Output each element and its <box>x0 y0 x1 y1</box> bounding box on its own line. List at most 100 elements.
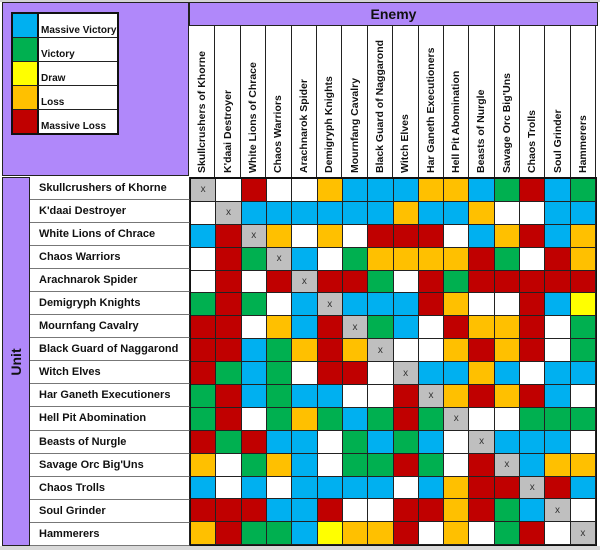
column-header[interactable]: Soul Grinder <box>545 26 571 177</box>
matchup-cell[interactable] <box>520 270 546 294</box>
matchup-cell[interactable] <box>444 385 470 408</box>
matchup-cell[interactable] <box>469 293 495 317</box>
matchup-cell[interactable] <box>545 247 571 271</box>
matchup-cell[interactable] <box>520 407 546 431</box>
matchup-cell[interactable] <box>393 293 419 317</box>
matchup-cell[interactable] <box>266 430 293 454</box>
matchup-cell[interactable] <box>368 179 394 202</box>
matchup-cell[interactable] <box>520 499 546 523</box>
matchup-cell[interactable] <box>368 499 394 523</box>
matchup-cell[interactable] <box>570 339 596 363</box>
matchup-cell[interactable] <box>342 339 369 363</box>
matchup-cell[interactable] <box>494 430 521 454</box>
matchup-cell[interactable] <box>317 499 343 523</box>
matchup-cell[interactable] <box>520 247 546 271</box>
matchup-cell[interactable] <box>570 201 596 225</box>
matchup-cell[interactable] <box>292 179 318 202</box>
matchup-cell[interactable] <box>444 522 470 546</box>
matchup-cell[interactable] <box>520 453 546 477</box>
matchup-cell[interactable] <box>241 522 267 546</box>
matchup-cell[interactable] <box>444 270 470 294</box>
matchup-cell[interactable] <box>266 293 293 317</box>
matchup-cell[interactable] <box>570 385 596 408</box>
matchup-cell[interactable] <box>266 499 293 523</box>
matchup-cell[interactable] <box>570 179 596 202</box>
row-header[interactable]: Hell Pit Abomination <box>30 407 190 431</box>
matchup-cell[interactable] <box>342 453 369 477</box>
matchup-cell[interactable] <box>317 316 343 340</box>
matchup-cell[interactable] <box>241 201 267 225</box>
matchup-cell[interactable] <box>570 453 596 477</box>
matchup-cell[interactable] <box>520 224 546 248</box>
matchup-cell[interactable] <box>393 476 419 500</box>
matchup-cell[interactable] <box>469 476 495 500</box>
matchup-cell[interactable] <box>520 316 546 340</box>
matchup-cell[interactable] <box>342 270 369 294</box>
column-header[interactable]: Chaos Trolls <box>520 26 546 177</box>
matchup-cell[interactable] <box>418 499 445 523</box>
matchup-cell[interactable] <box>191 270 217 294</box>
matchup-cell[interactable] <box>342 430 369 454</box>
row-header[interactable]: Witch Elves <box>30 361 190 385</box>
row-header[interactable]: Demigryph Knights <box>30 292 190 316</box>
matchup-cell[interactable] <box>241 293 267 317</box>
matchup-cell[interactable] <box>368 385 394 408</box>
matchup-cell[interactable] <box>444 339 470 363</box>
matchup-cell[interactable] <box>317 179 343 202</box>
matchup-cell[interactable] <box>545 476 571 500</box>
matchup-cell[interactable] <box>545 430 571 454</box>
matchup-cell[interactable] <box>469 201 495 225</box>
matchup-cell[interactable] <box>545 339 571 363</box>
matchup-cell[interactable] <box>570 247 596 271</box>
matchup-cell[interactable] <box>494 339 521 363</box>
matchup-cell[interactable] <box>494 522 521 546</box>
matchup-cell[interactable] <box>342 293 369 317</box>
matchup-cell[interactable] <box>368 247 394 271</box>
row-header[interactable]: Har Ganeth Executioners <box>30 384 190 408</box>
matchup-cell[interactable] <box>317 407 343 431</box>
matchup-cell[interactable] <box>317 247 343 271</box>
matchup-cell[interactable] <box>241 339 267 363</box>
matchup-cell[interactable] <box>520 430 546 454</box>
matchup-cell[interactable] <box>444 201 470 225</box>
matchup-cell[interactable] <box>191 385 217 408</box>
matchup-cell[interactable] <box>368 224 394 248</box>
matchup-cell[interactable] <box>570 270 596 294</box>
matchup-cell[interactable] <box>444 362 470 386</box>
matchup-cell[interactable] <box>216 362 242 386</box>
matchup-cell[interactable] <box>241 407 267 431</box>
matchup-cell[interactable] <box>494 476 521 500</box>
matchup-cell[interactable] <box>393 499 419 523</box>
matchup-cell[interactable] <box>393 316 419 340</box>
matchup-cell[interactable] <box>266 224 293 248</box>
self-matchup-cell[interactable]: x <box>393 362 419 386</box>
matchup-cell[interactable] <box>469 247 495 271</box>
matchup-cell[interactable] <box>545 362 571 386</box>
self-matchup-cell[interactable]: x <box>418 385 445 408</box>
matchup-cell[interactable] <box>191 453 217 477</box>
matchup-cell[interactable] <box>191 293 217 317</box>
matchup-cell[interactable] <box>266 339 293 363</box>
column-header[interactable]: Chaos Warriors <box>266 26 292 177</box>
self-matchup-cell[interactable]: x <box>266 247 293 271</box>
matchup-cell[interactable] <box>216 499 242 523</box>
matchup-cell[interactable] <box>292 385 318 408</box>
matchup-cell[interactable] <box>444 247 470 271</box>
matchup-cell[interactable] <box>570 430 596 454</box>
matchup-cell[interactable] <box>520 339 546 363</box>
row-header[interactable]: K'daai Destroyer <box>30 200 190 224</box>
matchup-cell[interactable] <box>520 293 546 317</box>
matchup-cell[interactable] <box>545 270 571 294</box>
matchup-cell[interactable] <box>469 362 495 386</box>
matchup-cell[interactable] <box>368 362 394 386</box>
matchup-cell[interactable] <box>342 522 369 546</box>
matchup-cell[interactable] <box>368 201 394 225</box>
matchup-cell[interactable] <box>191 476 217 500</box>
matchup-cell[interactable] <box>393 270 419 294</box>
matchup-cell[interactable] <box>393 522 419 546</box>
matchup-cell[interactable] <box>191 522 217 546</box>
matchup-cell[interactable] <box>216 293 242 317</box>
matchup-cell[interactable] <box>266 453 293 477</box>
matchup-cell[interactable] <box>292 407 318 431</box>
column-header[interactable]: White Lions of Chrace <box>240 26 267 177</box>
